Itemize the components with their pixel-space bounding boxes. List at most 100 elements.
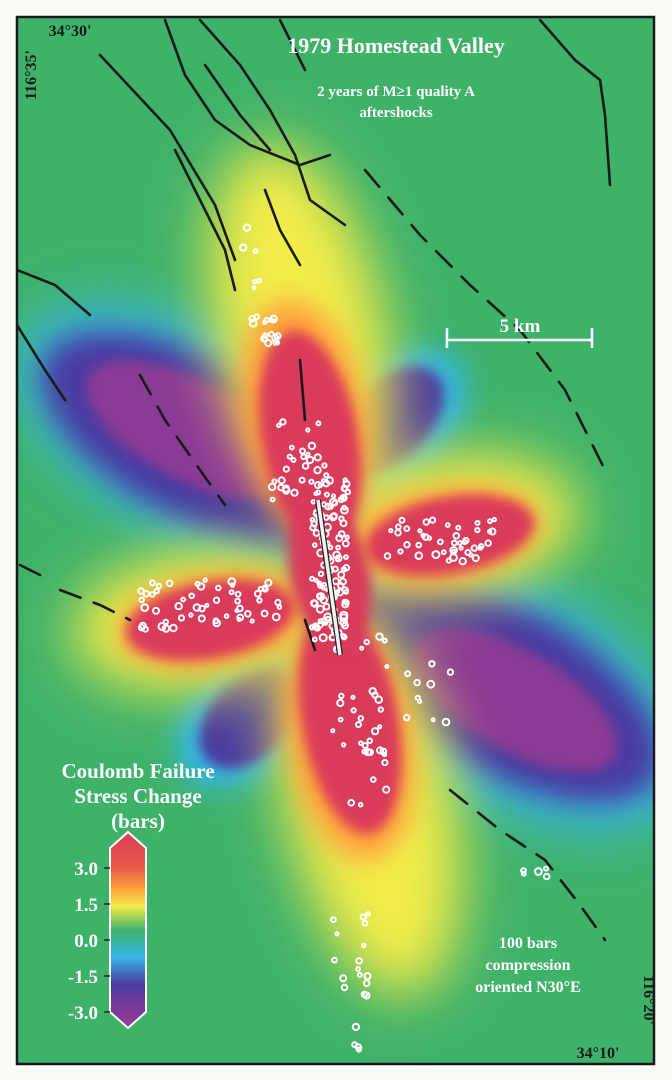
coordinate-label: 116°20' [640, 975, 657, 1025]
aftershock-point [252, 279, 258, 285]
aftershock-point [440, 549, 447, 556]
aftershock-point [340, 633, 348, 641]
aftershock-point [261, 319, 268, 325]
aftershock-point [318, 633, 328, 643]
coordinate-label: 34°30' [49, 23, 92, 40]
aftershock-point [274, 332, 282, 340]
aftershock-point [470, 544, 478, 552]
legend-title: Coulomb Failure [61, 759, 214, 783]
aftershock-point [180, 596, 187, 603]
aftershock-point [362, 991, 371, 1000]
aftershock-point [383, 552, 392, 560]
aftershock-point [336, 588, 344, 597]
aftershock-point [382, 785, 391, 794]
aftershock-point [426, 679, 436, 689]
scale-bar-label: 5 km [500, 316, 541, 337]
aftershock-point [458, 545, 464, 551]
aftershock-point [366, 737, 374, 745]
scale-bar [445, 328, 594, 348]
aftershock-point [403, 541, 411, 549]
aftershock-point [310, 499, 316, 505]
aftershock-point [251, 285, 257, 291]
aftershock-point [282, 465, 290, 473]
aftershock-point [197, 614, 206, 623]
fault-line [17, 268, 92, 317]
aftershock-point [277, 476, 286, 485]
map-subtitle: 2 years of M≥1 quality A [317, 84, 475, 100]
aftershock-point [152, 606, 160, 615]
aftershock-point [260, 609, 269, 618]
aftershock-point [309, 517, 316, 523]
aftershock-point [363, 638, 370, 646]
color-bar [109, 830, 147, 1030]
aftershock-point [347, 799, 356, 807]
aftershock-point [305, 455, 315, 465]
aftershock-point [305, 451, 311, 457]
aftershock-point [308, 478, 315, 485]
aftershock-point [260, 334, 269, 343]
map-subtitle-2: aftershocks [359, 105, 432, 121]
aftershock-point [321, 462, 328, 469]
aftershock-point [371, 727, 380, 736]
legend-tick-label: 0.0 [74, 931, 98, 952]
aftershock-point [311, 636, 318, 643]
aftershock-point [360, 942, 367, 948]
aftershock-point [202, 577, 208, 583]
aftershock-point [140, 603, 150, 612]
aftershock-point [359, 913, 367, 921]
fault-line-dashed [363, 168, 607, 472]
aftershock-point [290, 457, 297, 463]
aftershock-point [449, 553, 458, 562]
aftershock-point [312, 542, 318, 548]
fault-line [538, 18, 612, 187]
aftershock-point [368, 687, 377, 696]
aftershock-point [307, 441, 317, 451]
aftershock-point [451, 548, 457, 554]
aftershock-point [137, 623, 146, 632]
aftershock-point [300, 453, 307, 461]
aftershock-point [301, 462, 310, 470]
fault-line [278, 18, 307, 72]
aftershock-point [309, 575, 316, 582]
aftershock-point [397, 548, 404, 555]
aftershock-point [455, 524, 462, 531]
aftershock-point [267, 482, 277, 492]
aftershock-point [343, 554, 349, 560]
aftershock-point [336, 698, 345, 708]
aftershock-point [429, 516, 437, 524]
aftershock-point [323, 491, 330, 498]
aftershock-point [354, 1043, 363, 1051]
aftershock-point [317, 482, 324, 489]
fault-line [198, 18, 347, 227]
aftershock-point [177, 614, 186, 622]
aftershock-point [316, 592, 323, 599]
aftershock-point [236, 613, 245, 622]
aftershock-point [431, 550, 441, 560]
aftershock-point [165, 579, 174, 588]
aftershock-point [342, 477, 349, 484]
aftershock-point [488, 527, 497, 536]
aftershock-point [361, 748, 368, 755]
aftershock-point [149, 579, 156, 587]
aftershock-point [188, 592, 195, 600]
aftershock-point [474, 527, 481, 534]
legend-tick-label: 3.0 [74, 859, 98, 880]
stress-shadow-lobes [18, 307, 654, 829]
aftershock-point [299, 447, 306, 455]
aftershock-point [272, 339, 279, 346]
aftershock-point [413, 678, 421, 687]
aftershock-point [362, 979, 371, 988]
aftershock-point [298, 476, 306, 484]
aftershock-point [337, 530, 346, 538]
fault-traces [17, 18, 612, 652]
aftershock-point [204, 602, 210, 608]
aftershock-point [395, 523, 402, 531]
aftershock-point [188, 612, 194, 618]
fault-line [17, 323, 67, 402]
aftershock-point [415, 541, 423, 549]
aftershock-point [223, 613, 230, 619]
aftershock-point [277, 483, 285, 492]
aftershock-point [313, 453, 322, 462]
aftershock-point [356, 971, 363, 978]
